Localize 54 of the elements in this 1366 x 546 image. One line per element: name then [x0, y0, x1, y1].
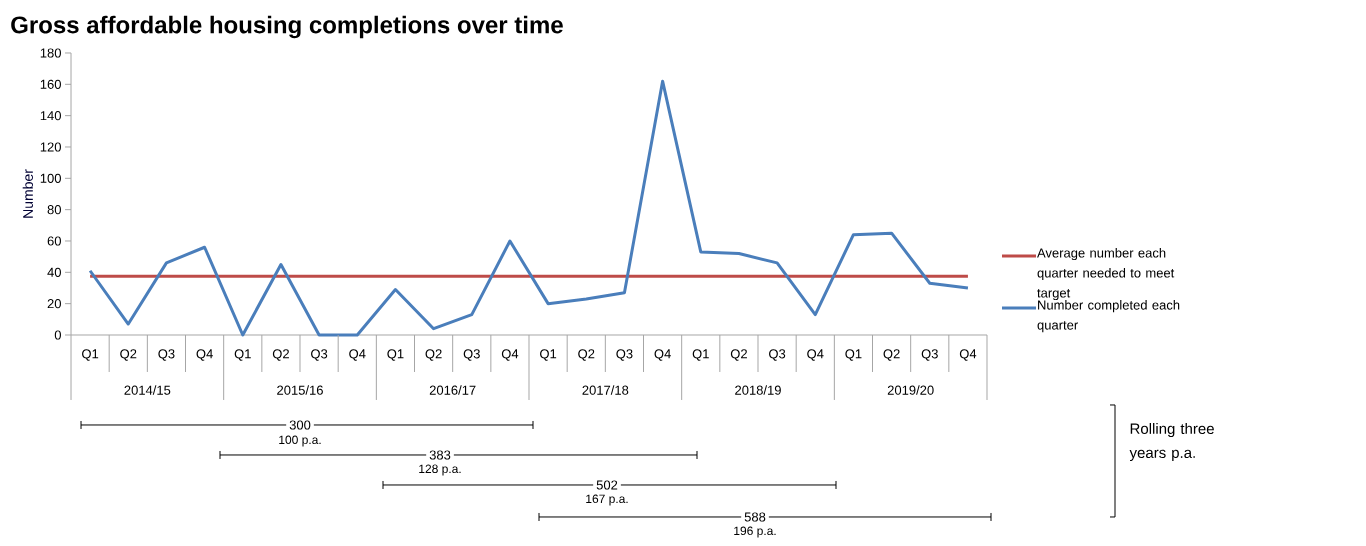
- x-tick-label: Q2: [272, 349, 289, 361]
- legend-label: Average number each quarter needed to meet target: [1037, 247, 1175, 301]
- y-tick-label: 80: [47, 205, 61, 215]
- text: 502: [596, 480, 618, 490]
- x-tick-label: Q1: [845, 349, 862, 361]
- y-tick-label: 140: [40, 111, 61, 121]
- x-tick-label: Q1: [692, 349, 709, 361]
- y-tick-label: 40: [47, 267, 61, 277]
- y-axis-title: Number: [22, 169, 33, 218]
- x-tick-label: Q4: [654, 349, 671, 361]
- x-tick-label: Q1: [387, 349, 404, 361]
- text: 2019/20: [887, 385, 934, 395]
- y-tick-label: 120: [40, 142, 61, 152]
- text: 588: [744, 512, 766, 522]
- y-tick-label: 160: [40, 79, 61, 89]
- text: 2017/18: [582, 385, 629, 395]
- x-tick-label: Q3: [769, 349, 786, 361]
- line-series: [88, 79, 970, 337]
- x-tick-label: Q2: [883, 349, 900, 361]
- chart-title: Gross affordable housing completions over time: [11, 15, 563, 39]
- y-tick-label: 60: [47, 236, 61, 246]
- text: 2015/16: [277, 385, 323, 395]
- text: 2014/15: [124, 385, 171, 395]
- x-tick-label: Q3: [616, 349, 633, 361]
- x-tick-label: Q4: [501, 349, 519, 361]
- text: 100 p.a.: [279, 435, 321, 447]
- text: 300: [289, 420, 311, 430]
- x-tick-label: Q3: [463, 349, 480, 361]
- y-tick-label: 0: [54, 330, 61, 340]
- x-tick-label: Q1: [82, 349, 99, 361]
- y-tick-label: 100: [40, 173, 61, 183]
- text: 167 p.a.: [586, 494, 628, 506]
- x-tick-label: Q4: [959, 349, 977, 361]
- x-tick-label: Q2: [425, 349, 442, 361]
- text: 2016/17: [429, 385, 476, 395]
- text: Rolling three years p.a.: [1129, 422, 1214, 461]
- x-tick-label: Q2: [120, 349, 137, 361]
- x-tick-label: Q4: [807, 349, 824, 361]
- x-tick-label: Q1: [540, 349, 557, 361]
- x-tick-label: Q2: [578, 349, 595, 361]
- y-tick-label: 20: [47, 299, 61, 309]
- text: 2018/19: [735, 385, 781, 395]
- x-tick-label: Q1: [234, 349, 251, 361]
- x-tick-label: Q4: [196, 349, 213, 361]
- text: 383: [429, 450, 451, 460]
- legend-label: Number completed each quarter: [1037, 300, 1180, 333]
- x-tick-label: Q3: [921, 349, 938, 361]
- text: 196 p.a.: [734, 526, 776, 538]
- y-tick-label: 180: [40, 48, 61, 58]
- x-tick-label: Q3: [158, 349, 175, 361]
- text: 128 p.a.: [419, 464, 461, 476]
- x-tick-label: Q2: [730, 349, 747, 361]
- x-tick-label: Q3: [311, 349, 328, 361]
- x-tick-label: Q4: [349, 349, 366, 361]
